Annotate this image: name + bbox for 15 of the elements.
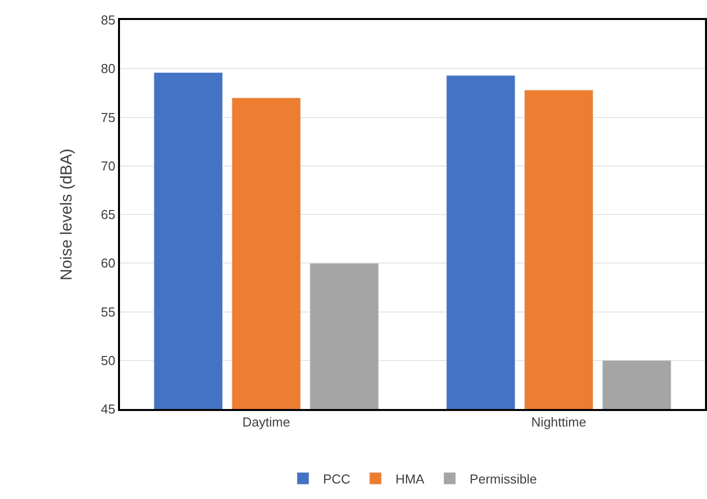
legend-label: PCC: [323, 471, 350, 486]
x-tick-label: Nighttime: [531, 414, 586, 430]
legend-label: Permissible: [470, 471, 537, 486]
y-tick-label: 45: [100, 402, 116, 417]
y-tick-label: 65: [100, 207, 116, 222]
y-tick-label: 70: [100, 158, 116, 174]
y-tick-label: 75: [100, 110, 116, 125]
y-tick-label: 60: [100, 256, 116, 271]
y-tick-label: 85: [100, 12, 116, 28]
x-tick-label: Daytime: [242, 414, 290, 430]
y-tick-label: 55: [100, 304, 116, 320]
y-tick-label: 80: [100, 61, 116, 76]
y-axis-title: Noise levels (dBA): [58, 148, 76, 280]
legend-label: HMA: [395, 471, 425, 486]
y-tick-label: 50: [100, 352, 116, 368]
